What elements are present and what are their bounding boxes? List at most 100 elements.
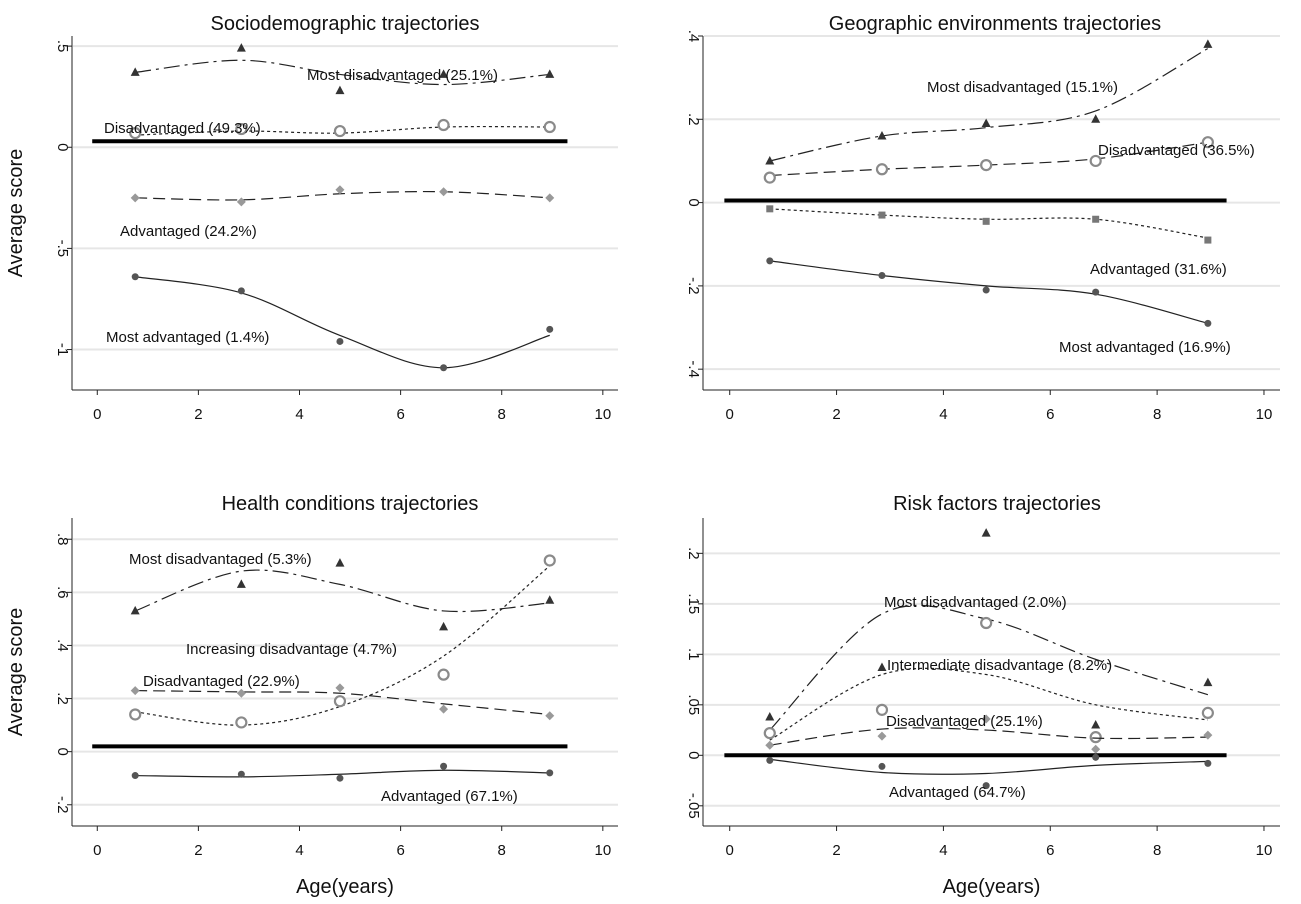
series-label: Most disadvantaged (2.0%): [884, 594, 1067, 611]
data-point: [878, 762, 886, 770]
series-1: Most disadvantaged (2.0%): [765, 528, 1213, 731]
series-label: Advantaged (64.7%): [889, 784, 1026, 801]
x-axis-title: Age(years): [943, 876, 1041, 898]
series-label: Most advantaged (1.4%): [106, 329, 269, 346]
x-tick-label: 4: [939, 406, 947, 423]
series-4: Most advantaged (16.9%): [766, 257, 1231, 356]
y-tick-label: .4: [54, 639, 71, 652]
series-3: Disadvantaged (25.1%): [765, 713, 1213, 754]
series-2: Disadvantaged (36.5%): [763, 136, 1255, 184]
series-fit-line: [769, 758, 1208, 775]
y-tick-label: -.5: [54, 240, 71, 258]
data-point: [1203, 39, 1213, 48]
y-tick-label: .2: [685, 113, 702, 126]
series-1: Most disadvantaged (25.1%): [130, 43, 555, 95]
data-point: [237, 287, 245, 295]
data-point: [1203, 730, 1213, 740]
x-tick-label: 10: [594, 406, 611, 423]
series-3: Disadvantaged (22.9%): [130, 673, 555, 721]
y-tick-label: 0: [685, 198, 702, 206]
data-point: [545, 711, 555, 721]
series-fit-line: [135, 689, 550, 716]
data-point: [1091, 720, 1101, 729]
data-point: [236, 197, 246, 207]
data-point: [336, 337, 344, 345]
data-point: [237, 770, 245, 778]
x-tick-label: 0: [93, 842, 101, 859]
series-fit-line: [135, 59, 550, 86]
series-fit-line: [769, 667, 1208, 741]
x-tick-label: 2: [194, 842, 202, 859]
data-point: [236, 688, 246, 698]
x-tick-label: 4: [295, 842, 303, 859]
x-tick-label: 10: [1256, 842, 1273, 859]
data-point: [131, 273, 139, 281]
chart-panel-4: Risk factors trajectories .2 .15 .1 .05 0 -.05…: [685, 493, 1280, 898]
series-4: Most advantaged (1.4%): [106, 273, 554, 372]
data-point: [335, 558, 345, 567]
data-point: [982, 217, 990, 225]
data-point: [877, 731, 887, 741]
series-4: Advantaged (67.1%): [131, 762, 554, 805]
data-point: [440, 762, 448, 770]
series-label: Most disadvantaged (15.1%): [927, 79, 1118, 96]
data-point: [981, 528, 991, 537]
x-tick-label: 6: [396, 842, 404, 859]
data-point: [543, 554, 556, 567]
y-tick-label: 0: [54, 143, 71, 151]
data-point: [763, 726, 776, 740]
x-tick-label: 6: [1046, 842, 1054, 859]
data-point: [335, 185, 345, 195]
x-tick-label: 10: [594, 842, 611, 859]
data-point: [546, 769, 554, 777]
data-point: [439, 69, 449, 78]
data-point: [129, 126, 142, 140]
series-fit-line: [769, 47, 1209, 162]
series-fit-line: [769, 727, 1208, 746]
data-point: [875, 703, 889, 716]
series-label: Most disadvantaged (5.3%): [129, 551, 312, 568]
series-1: Most disadvantaged (5.3%): [129, 551, 555, 631]
y-tick-label: 0: [54, 747, 71, 755]
series-label: Advantaged (67.1%): [381, 788, 518, 805]
data-point: [545, 69, 555, 78]
series-fit-line: [135, 190, 550, 201]
data-point: [336, 774, 344, 782]
data-point: [980, 616, 993, 630]
x-axis-title: Age(years): [296, 876, 394, 898]
x-tick-label: 10: [1256, 406, 1273, 423]
data-point: [878, 211, 886, 219]
x-tick-label: 4: [295, 406, 303, 423]
x-tick-label: 8: [498, 842, 506, 859]
series-2: Intermediate disadvantage (8.2%): [763, 616, 1214, 744]
data-point: [545, 193, 555, 203]
series-label: Most disadvantaged (25.1%): [307, 67, 498, 84]
chart-title: Health conditions trajectories: [222, 493, 479, 515]
data-point: [878, 271, 886, 279]
series-fit-line: [135, 565, 551, 726]
x-tick-label: 4: [939, 842, 947, 859]
data-point: [335, 683, 345, 693]
series-1: Most disadvantaged (15.1%): [765, 39, 1213, 165]
series-3: Advantaged (24.2%): [120, 185, 555, 240]
series-label: Disadvantaged (36.5%): [1098, 142, 1255, 159]
data-point: [130, 193, 140, 203]
x-tick-label: 0: [726, 406, 734, 423]
data-point: [1204, 759, 1212, 767]
data-point: [765, 711, 775, 721]
x-tick-label: 2: [832, 842, 840, 859]
data-point: [236, 579, 246, 588]
x-tick-label: 8: [498, 406, 506, 423]
data-point: [1092, 753, 1100, 761]
y-tick-label: .1: [685, 648, 702, 661]
data-point: [437, 668, 450, 681]
y-tick-label: .5: [54, 40, 71, 53]
x-tick-label: 6: [396, 406, 404, 423]
data-point: [545, 595, 555, 604]
y-tick-label: -.2: [54, 796, 71, 814]
data-point: [543, 120, 556, 134]
chart-title: Risk factors trajectories: [893, 493, 1101, 515]
data-point: [1203, 677, 1213, 687]
data-point: [440, 364, 448, 372]
